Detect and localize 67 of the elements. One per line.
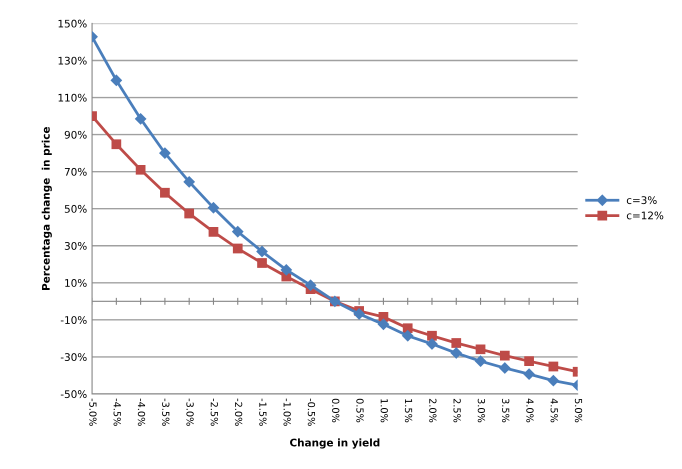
x-tick-label: -5.0%	[89, 398, 97, 426]
y-tick-label: 10%	[65, 279, 87, 287]
y-tick-label: -50%	[60, 390, 87, 398]
point	[450, 347, 462, 359]
x-tick-label: -1.5%	[259, 398, 267, 426]
x-tick-label: 5.0%	[574, 398, 582, 422]
point	[476, 344, 486, 354]
point	[184, 208, 194, 218]
x-tick-label: 0.0%	[332, 398, 340, 422]
point	[548, 362, 558, 372]
point	[232, 244, 243, 254]
y-tick-label: 70%	[64, 168, 87, 176]
point	[257, 258, 267, 268]
point	[427, 330, 437, 341]
x-tick-label: 3.5%	[502, 398, 510, 422]
point	[378, 318, 390, 330]
y-tick-label: -30%	[60, 353, 87, 362]
point	[500, 350, 510, 360]
point	[523, 368, 535, 380]
x-tick-label: -0.5%	[308, 398, 316, 426]
point	[208, 202, 220, 214]
legend-label: c=12%	[626, 211, 664, 220]
y-tick-label: 90%	[64, 130, 87, 139]
point	[548, 375, 559, 386]
x-tick-label: 4.5%	[550, 398, 558, 422]
x-tick-label: -2.5%	[210, 398, 218, 426]
legend-label: c=3%	[626, 196, 657, 204]
point	[136, 164, 146, 175]
point	[160, 188, 170, 198]
point	[184, 176, 195, 188]
point	[135, 113, 146, 124]
point	[256, 246, 268, 258]
point	[426, 338, 438, 350]
y-tick-label: 110%	[58, 94, 87, 102]
y-tick-label: 30%	[64, 242, 87, 250]
x-tick-label: 0.5%	[356, 398, 364, 422]
x-axis-title: Change in yield	[290, 438, 380, 449]
x-tick-label: 2.0%	[429, 398, 437, 422]
y-tick-label: 150%	[58, 20, 87, 28]
point	[304, 280, 316, 291]
point	[110, 74, 122, 86]
point	[280, 264, 292, 276]
y-axis-title: Percentaga change in price	[42, 126, 52, 290]
point	[474, 356, 486, 367]
x-tick-label: -3.5%	[162, 398, 170, 426]
point	[499, 362, 510, 374]
point	[111, 139, 122, 150]
y-tick-label: 130%	[58, 56, 87, 65]
y-tick-label: -10%	[60, 316, 87, 324]
point	[354, 308, 365, 320]
x-tick-label: -1.0%	[283, 398, 291, 426]
x-tick-label: 1.0%	[380, 399, 388, 422]
point	[402, 330, 414, 342]
point	[451, 338, 462, 348]
x-tick-label: -4.0%	[138, 398, 146, 426]
point	[159, 148, 171, 159]
x-tick-label: 2.5%	[453, 398, 461, 422]
point	[524, 356, 534, 366]
point	[232, 226, 244, 238]
point	[208, 227, 218, 237]
x-tick-label: -4.5%	[114, 398, 121, 426]
x-tick-label: 1.5%	[404, 399, 412, 422]
x-tick-label: -2.0%	[234, 398, 242, 426]
x-tick-label: -3.0%	[186, 398, 194, 426]
x-tick-label: 3.0%	[478, 398, 486, 422]
x-tick-label: 4.0%	[526, 398, 534, 422]
y-tick-label: 50%	[64, 204, 87, 213]
